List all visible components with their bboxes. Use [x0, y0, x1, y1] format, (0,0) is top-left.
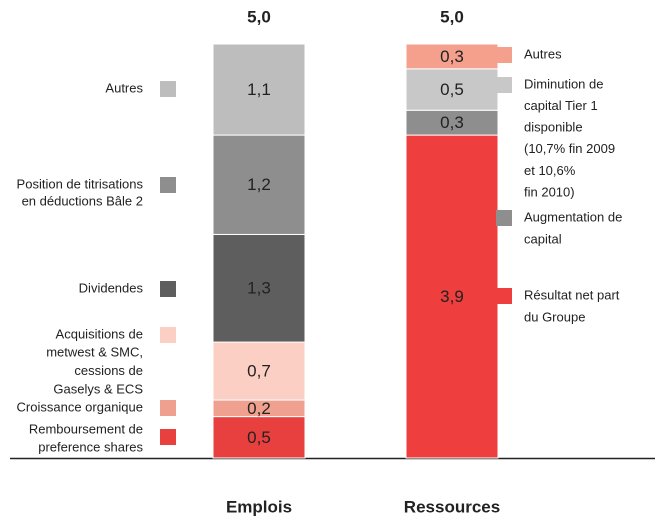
value-label: 0,2: [247, 399, 271, 418]
legend-label: Diminution de: [524, 76, 604, 91]
legend-label: capital Tier 1: [524, 98, 598, 113]
category-label: Emplois: [226, 497, 292, 516]
legend-swatch: [160, 327, 176, 343]
value-label: 1,1: [247, 80, 271, 99]
legend-label: Gaselys & ECS: [53, 381, 143, 396]
legend-label: Position de titrisations: [17, 176, 144, 191]
legend-swatch: [160, 429, 176, 445]
bar-segment: [212, 341, 306, 401]
legend-label: Autres: [524, 46, 562, 61]
value-label: 0,7: [247, 362, 271, 381]
bar-segment: [212, 233, 306, 343]
bar-segment: [212, 134, 306, 235]
legend-label: Autres: [105, 80, 143, 95]
legend-label: Dividendes: [79, 280, 144, 295]
legend-label: fin 2010): [524, 184, 575, 199]
legend-label: metwest & SMC,: [46, 345, 143, 360]
bar-segment: [212, 43, 306, 136]
value-label: 0,3: [440, 47, 464, 66]
category-label: Ressources: [404, 497, 500, 516]
value-label: 1,2: [247, 175, 271, 194]
legend-label: preference shares: [38, 439, 143, 454]
total-label: 5,0: [247, 7, 271, 26]
legend-swatch: [496, 210, 512, 226]
legend-label: du Groupe: [524, 309, 585, 324]
legend-label: cessions de: [74, 363, 143, 378]
legend-swatch: [160, 400, 176, 416]
legend-label: Résultat net part: [524, 287, 620, 302]
legend-label: Acquisitions de: [56, 326, 143, 341]
bar-segment: [212, 416, 306, 459]
total-label: 5,0: [440, 7, 464, 26]
legend-swatch: [160, 81, 176, 97]
legend-swatch: [160, 177, 176, 193]
legend-label: et 10,6%: [524, 163, 576, 178]
value-label: 0,3: [440, 113, 464, 132]
value-label: 0,5: [440, 80, 464, 99]
legend-label: en déductions Bâle 2: [22, 193, 143, 208]
legend-label: disponible: [524, 120, 583, 135]
legend-label: capital: [524, 231, 562, 246]
legend-label: (10,7% fin 2009: [524, 141, 615, 156]
bar-segment: [405, 134, 499, 459]
value-label: 1,3: [247, 279, 271, 298]
bar-segment: [405, 43, 499, 70]
legend-label: Remboursement de: [29, 421, 143, 436]
legend-swatch: [496, 47, 512, 63]
legend-label: Croissance organique: [17, 399, 143, 414]
legend-swatch: [496, 288, 512, 304]
legend-label: Augmentation de: [524, 209, 622, 224]
value-label: 3,9: [440, 287, 464, 306]
legend-swatch: [160, 281, 176, 297]
bar-segment: [405, 109, 499, 136]
value-label: 0,5: [247, 428, 271, 447]
legend-swatch: [496, 77, 512, 93]
